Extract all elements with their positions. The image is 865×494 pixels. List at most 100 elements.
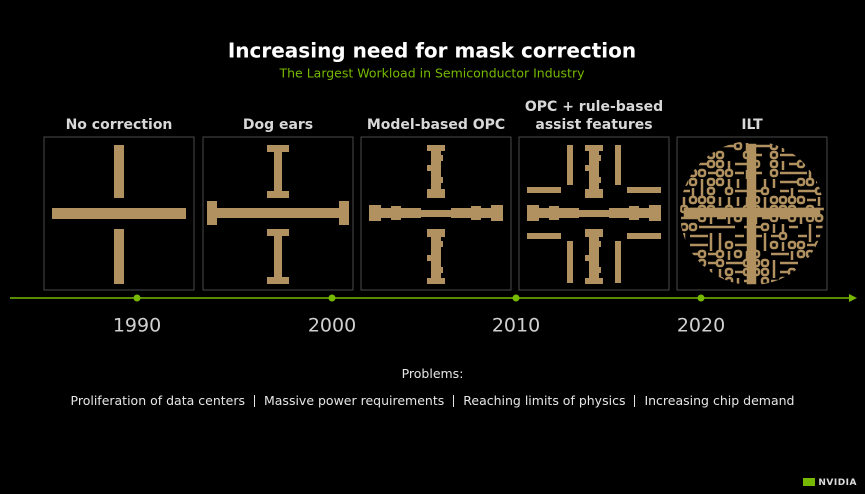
ilt-loop [733,141,743,151]
ilt-loop [760,258,770,268]
mask-shape [267,145,289,152]
problem-item: Proliferation of data centers [70,393,245,408]
ilt-loop [706,195,716,205]
mask-shape [391,206,401,220]
mask-shape [339,201,349,225]
mask-shape [627,187,661,193]
mask-shape [593,177,601,183]
mask-shape [593,241,601,247]
mask-shape [585,165,593,171]
mask-shape [589,229,599,284]
timeline-dot [697,294,705,302]
ilt-loop [697,168,707,178]
mask-panel [676,136,828,291]
mask-shape [585,145,603,151]
mask-shape [431,229,441,284]
separator [453,394,455,407]
ilt-loop [688,177,698,187]
mask-shape [527,205,539,221]
year-label: 2010 [492,315,540,337]
ilt-loop [715,177,725,187]
ilt-loop [805,177,815,187]
mask-shape [591,267,601,273]
timeline-dot [512,294,520,302]
separator [253,394,255,407]
ilt-loop [724,168,734,178]
mask-shape [585,255,593,261]
mask-shape [591,155,601,161]
mask-shape [585,278,603,284]
problems-list: Proliferation of data centers Massive pow… [0,393,865,408]
mask-shape [267,191,289,198]
ilt-loop [796,177,806,187]
mask-shape [114,229,124,284]
mask-shape [369,205,381,221]
mask-shape [427,165,435,171]
mask-shape [589,145,599,198]
ilt-loop [760,267,770,277]
mask-shape [585,229,603,237]
ilt-loop [787,240,797,250]
mask-panel [518,136,670,291]
ilt-loop [724,240,734,250]
ilt-loop [796,249,806,259]
mask-shape [433,155,443,161]
mask-shape [427,189,445,198]
ilt-loop [715,258,725,268]
mask-shape [527,187,561,193]
mask-shape [435,177,443,183]
mask-panel [43,136,195,291]
ilt-loop [688,195,698,205]
ilt-loop [706,159,716,169]
mask-panel [360,136,512,291]
ilt-loop [778,195,788,205]
ilt-loop [697,249,707,259]
mask-shape [267,229,289,236]
mask-shape [615,241,621,283]
years: 1990 2000 2010 2020 [113,294,725,337]
ilt-loop [796,159,806,169]
panel-label: Model-based OPC [367,117,505,133]
panel-label: No correction [66,117,173,133]
mask-shape [471,206,481,220]
mask-shape [683,207,821,218]
mask-shape [421,210,451,217]
mask-shape [274,145,282,198]
mask-shape [211,208,345,218]
ilt-loop [715,150,725,160]
ilt-loop [769,240,779,250]
ilt-loop [715,159,725,169]
ilt-loop [796,240,806,250]
ilt-loop [733,249,743,259]
mask-panel [202,136,354,291]
panel-label: ILT [741,117,763,133]
ilt-loop [697,195,707,205]
ilt-loop [769,150,779,160]
mask-shape [114,145,124,198]
mask-shape [207,201,217,225]
mask-shape [427,229,445,237]
year-label: 2000 [308,315,356,337]
ilt-loop [760,186,770,196]
mask-shape [627,233,661,239]
mask-shape [431,145,441,198]
ilt-loop [796,195,806,205]
ilt-loop [724,267,734,277]
mask-shape [274,229,282,284]
mask-shape [567,145,573,185]
ilt-loop [769,195,779,205]
separator [634,394,636,407]
ilt-loop [706,177,716,187]
panel-label: assist features [535,117,652,133]
ilt-loop [715,168,725,178]
mask-shape [427,145,445,151]
mask-shape [52,208,186,219]
panel-label: OPC + rule-based [525,99,663,115]
ilt-loop [769,159,779,169]
problem-item: Massive power requirements [263,393,445,408]
mask-shape [629,206,639,220]
problem-item: Increasing chip demand [644,393,795,408]
title: Increasing need for mask correction [228,39,636,63]
ilt-loop [688,222,698,232]
